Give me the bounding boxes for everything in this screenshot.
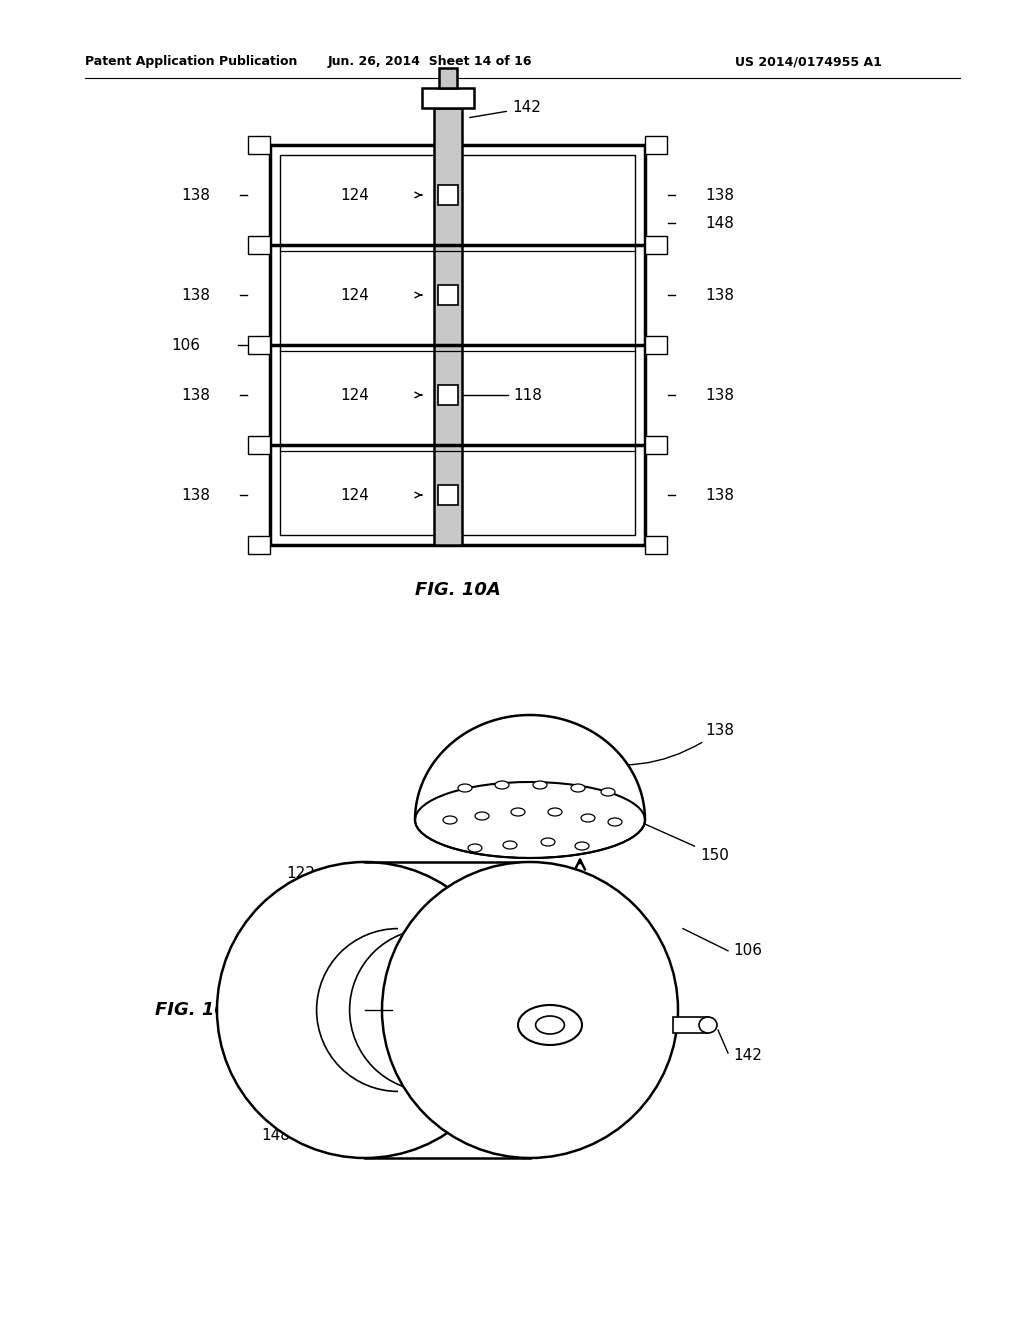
Bar (438, 385, 458, 405)
Bar (438, 484, 458, 506)
Text: Jun. 26, 2014  Sheet 14 of 16: Jun. 26, 2014 Sheet 14 of 16 (328, 55, 532, 69)
Bar (248, 236, 270, 253)
Text: 124: 124 (340, 288, 369, 302)
Ellipse shape (382, 862, 678, 1158)
Text: 138: 138 (181, 288, 210, 302)
Ellipse shape (581, 814, 595, 822)
Text: 124: 124 (340, 487, 369, 503)
Ellipse shape (575, 842, 589, 850)
Ellipse shape (536, 1016, 564, 1034)
Text: 150: 150 (638, 821, 729, 862)
Text: 138: 138 (705, 388, 734, 403)
Bar (248, 136, 270, 154)
Ellipse shape (468, 843, 482, 851)
Ellipse shape (415, 781, 645, 858)
Text: 142: 142 (470, 100, 541, 117)
Text: 138: 138 (181, 388, 210, 403)
Ellipse shape (699, 1016, 717, 1034)
Ellipse shape (541, 838, 555, 846)
Bar (270, 145, 645, 545)
Bar (673, 1016, 708, 1034)
Text: 148: 148 (705, 215, 734, 231)
Ellipse shape (511, 808, 525, 816)
Text: 124: 124 (340, 187, 369, 202)
Bar (434, 108, 462, 545)
Text: 138: 138 (181, 487, 210, 503)
Text: 138: 138 (705, 288, 734, 302)
Text: 142: 142 (733, 1048, 762, 1063)
Text: US 2014/0174955 A1: US 2014/0174955 A1 (735, 55, 882, 69)
Text: 138: 138 (705, 187, 734, 202)
Bar (438, 285, 458, 305)
Ellipse shape (548, 808, 562, 816)
Text: 106: 106 (171, 338, 200, 352)
Ellipse shape (217, 862, 513, 1158)
Bar (645, 536, 667, 554)
Bar (439, 69, 457, 88)
Bar (280, 154, 635, 535)
Bar (438, 185, 458, 205)
Bar (645, 236, 667, 253)
Text: 138: 138 (181, 187, 210, 202)
Bar (645, 136, 667, 154)
Ellipse shape (534, 781, 547, 789)
Bar (248, 436, 270, 454)
Text: 148: 148 (261, 1104, 371, 1143)
Text: 106: 106 (733, 944, 762, 958)
Text: 152: 152 (271, 1019, 371, 1069)
Text: 122: 122 (286, 866, 493, 933)
Ellipse shape (495, 781, 509, 789)
Text: FIG. 10B: FIG. 10B (155, 1001, 241, 1019)
Ellipse shape (518, 1005, 582, 1045)
Text: 116: 116 (276, 921, 460, 950)
Text: 138: 138 (705, 487, 734, 503)
Text: Patent Application Publication: Patent Application Publication (85, 55, 297, 69)
Ellipse shape (443, 816, 457, 824)
Ellipse shape (475, 812, 489, 820)
Ellipse shape (608, 818, 622, 826)
Text: 124: 124 (340, 388, 369, 403)
Text: FIG. 10A: FIG. 10A (415, 581, 501, 599)
Ellipse shape (571, 784, 585, 792)
Bar (422, 88, 474, 108)
Ellipse shape (458, 784, 472, 792)
Ellipse shape (601, 788, 615, 796)
Bar (248, 536, 270, 554)
Bar (248, 337, 270, 354)
Ellipse shape (503, 841, 517, 849)
Polygon shape (415, 715, 645, 820)
Bar (645, 337, 667, 354)
Text: 138: 138 (574, 723, 734, 766)
Bar (645, 436, 667, 454)
Text: 118: 118 (513, 388, 542, 403)
